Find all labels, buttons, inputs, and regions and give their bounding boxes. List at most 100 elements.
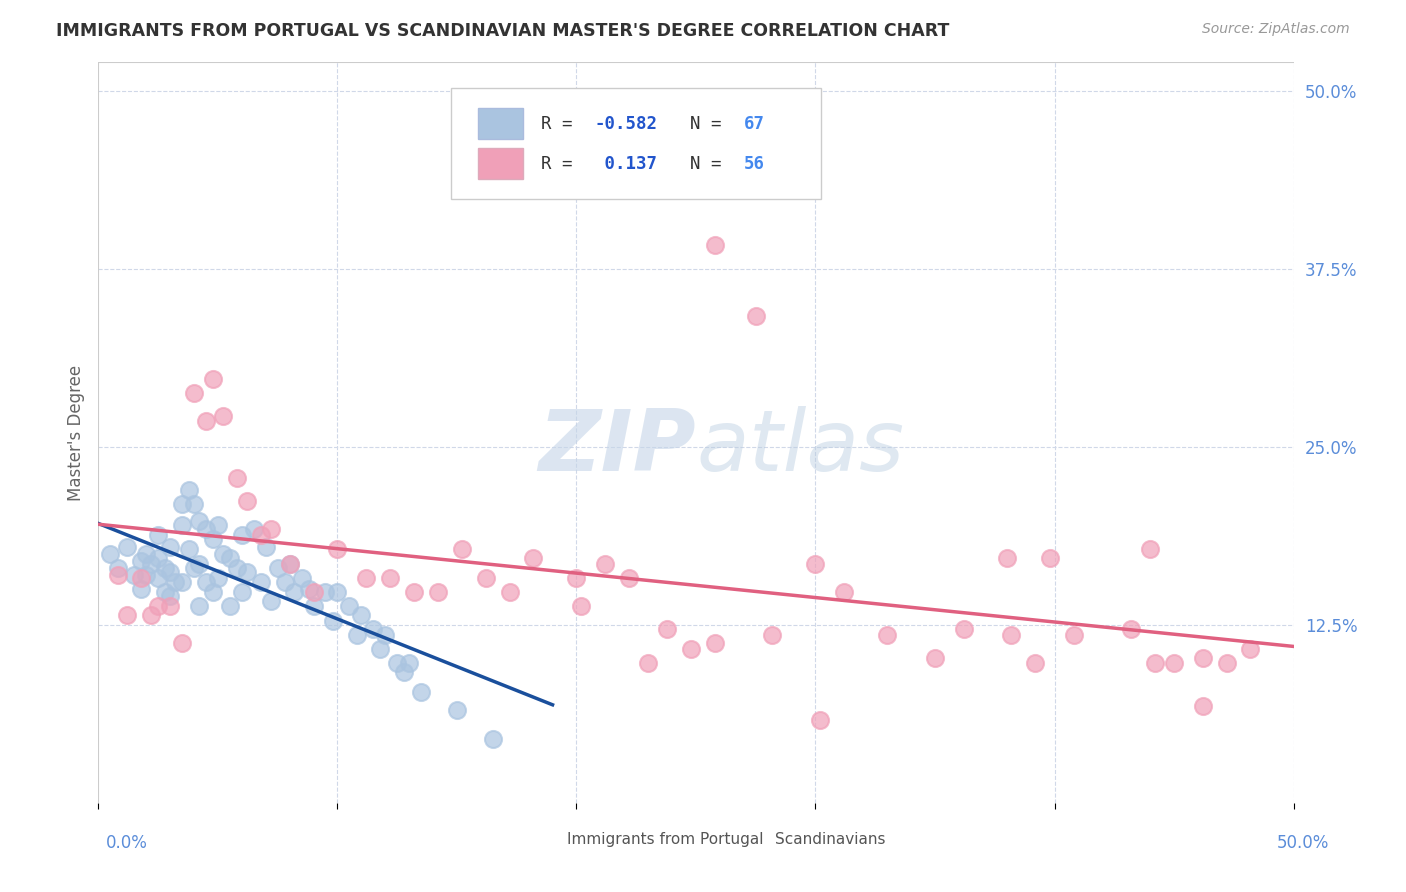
Point bbox=[924, 650, 946, 665]
Point bbox=[761, 628, 783, 642]
Text: Source: ZipAtlas.com: Source: ZipAtlas.com bbox=[1202, 22, 1350, 37]
FancyBboxPatch shape bbox=[741, 827, 770, 853]
Point bbox=[322, 614, 344, 628]
Point bbox=[374, 628, 396, 642]
Point bbox=[159, 590, 181, 604]
Point bbox=[522, 550, 544, 565]
Point bbox=[363, 622, 385, 636]
Point bbox=[1239, 642, 1261, 657]
Point bbox=[135, 547, 157, 561]
Point bbox=[1063, 628, 1085, 642]
Point bbox=[259, 593, 281, 607]
Point bbox=[995, 550, 1018, 565]
Point bbox=[187, 514, 209, 528]
Point bbox=[474, 571, 496, 585]
Point bbox=[207, 518, 229, 533]
Point bbox=[267, 561, 290, 575]
Point bbox=[226, 471, 249, 485]
Point bbox=[411, 685, 433, 699]
Point bbox=[326, 542, 349, 557]
Point bbox=[172, 518, 194, 533]
Point bbox=[231, 585, 253, 599]
Point bbox=[1143, 657, 1166, 671]
Point bbox=[876, 628, 898, 642]
Point bbox=[254, 540, 277, 554]
Point bbox=[207, 571, 229, 585]
Point bbox=[657, 622, 679, 636]
Point bbox=[385, 657, 409, 671]
Point bbox=[339, 599, 361, 614]
Point bbox=[283, 585, 305, 599]
Point bbox=[1000, 628, 1022, 642]
Point bbox=[107, 561, 129, 575]
Point bbox=[202, 533, 225, 547]
Point bbox=[398, 657, 420, 671]
Point bbox=[148, 571, 170, 585]
FancyBboxPatch shape bbox=[478, 108, 523, 138]
Point bbox=[370, 642, 392, 657]
Point bbox=[446, 703, 468, 717]
Point bbox=[187, 557, 209, 571]
Point bbox=[298, 582, 321, 597]
Point bbox=[278, 557, 301, 571]
Point bbox=[1139, 542, 1161, 557]
Point bbox=[159, 565, 181, 579]
Point bbox=[350, 607, 373, 622]
Point bbox=[115, 607, 138, 622]
Point bbox=[565, 571, 588, 585]
Point bbox=[226, 561, 249, 575]
FancyBboxPatch shape bbox=[478, 147, 523, 178]
Point bbox=[139, 607, 162, 622]
Point bbox=[637, 657, 659, 671]
Point bbox=[681, 642, 703, 657]
Point bbox=[159, 540, 181, 554]
Point bbox=[139, 557, 162, 571]
Point bbox=[250, 528, 273, 542]
Point bbox=[259, 523, 281, 537]
Text: IMMIGRANTS FROM PORTUGAL VS SCANDINAVIAN MASTER'S DEGREE CORRELATION CHART: IMMIGRANTS FROM PORTUGAL VS SCANDINAVIAN… bbox=[56, 22, 949, 40]
Point bbox=[172, 497, 194, 511]
Point bbox=[183, 385, 205, 400]
Point bbox=[569, 599, 592, 614]
Text: atlas: atlas bbox=[696, 406, 904, 489]
Point bbox=[219, 599, 242, 614]
Point bbox=[195, 414, 218, 428]
Point bbox=[179, 542, 201, 557]
Point bbox=[378, 571, 401, 585]
Text: 0.0%: 0.0% bbox=[105, 834, 148, 852]
Point bbox=[394, 665, 416, 679]
Text: -0.582: -0.582 bbox=[595, 115, 658, 133]
Point bbox=[183, 561, 205, 575]
Text: R =: R = bbox=[541, 115, 582, 133]
Point bbox=[402, 585, 425, 599]
Point bbox=[195, 575, 218, 590]
Text: 67: 67 bbox=[744, 115, 765, 133]
Point bbox=[274, 575, 297, 590]
Point bbox=[159, 599, 181, 614]
Y-axis label: Master's Degree: Master's Degree bbox=[66, 365, 84, 500]
Point bbox=[172, 636, 194, 650]
Text: 56: 56 bbox=[744, 155, 765, 173]
Point bbox=[183, 497, 205, 511]
Point bbox=[211, 547, 233, 561]
Point bbox=[1024, 657, 1046, 671]
Point bbox=[302, 585, 325, 599]
Point bbox=[107, 568, 129, 582]
Text: ZIP: ZIP bbox=[538, 406, 696, 489]
Point bbox=[1215, 657, 1237, 671]
Point bbox=[354, 571, 377, 585]
Point bbox=[278, 557, 301, 571]
Point bbox=[179, 483, 201, 497]
Point bbox=[450, 542, 472, 557]
Point bbox=[1039, 550, 1062, 565]
Point bbox=[131, 554, 153, 568]
Point bbox=[135, 568, 157, 582]
Point bbox=[498, 585, 520, 599]
Point bbox=[172, 575, 194, 590]
Point bbox=[163, 575, 186, 590]
Point bbox=[155, 561, 177, 575]
Point bbox=[745, 309, 768, 323]
Point bbox=[211, 409, 233, 423]
Point bbox=[832, 585, 855, 599]
Point bbox=[1163, 657, 1185, 671]
